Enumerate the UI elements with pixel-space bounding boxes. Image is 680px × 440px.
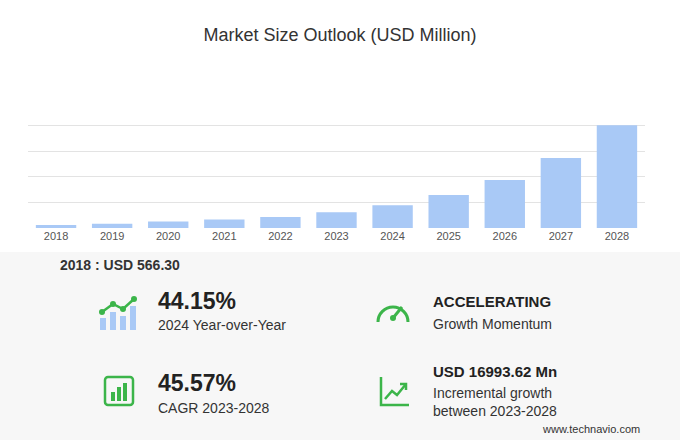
svg-text:2023: 2023 xyxy=(324,230,348,242)
html-text:USD 16993.62 Mn: USD 16993.62 Mn xyxy=(433,363,558,380)
svg-text:2020: 2020 xyxy=(156,230,180,242)
html-text:2024 Year-over-Year: 2024 Year-over-Year xyxy=(158,317,286,333)
html-text:45.57%: 45.57% xyxy=(158,370,236,396)
svg-text:2028: 2028 xyxy=(605,230,629,242)
svg-text:2024: 2024 xyxy=(380,230,404,242)
html-text:44.15%: 44.15% xyxy=(158,288,236,314)
html-text:2018 : USD 566.30: 2018 : USD 566.30 xyxy=(60,257,180,273)
html-text:Incremental growth: Incremental growth xyxy=(433,385,553,401)
svg-text:2021: 2021 xyxy=(212,230,236,242)
svg-text:2019: 2019 xyxy=(100,230,124,242)
html-text:Growth Momentum: Growth Momentum xyxy=(433,316,552,332)
svg-text:2026: 2026 xyxy=(493,230,517,242)
svg-text:2022: 2022 xyxy=(268,230,292,242)
html-text:between 2023-2028: between 2023-2028 xyxy=(433,403,557,419)
svg-text:Market Size Outlook (USD Milli: Market Size Outlook (USD Million) xyxy=(203,25,476,45)
html-text:ACCELERATING: ACCELERATING xyxy=(433,293,552,310)
svg-text:2018: 2018 xyxy=(44,230,68,242)
svg-text:2025: 2025 xyxy=(436,230,460,242)
html-text:CAGR 2023-2028: CAGR 2023-2028 xyxy=(158,400,270,416)
html-text:www.technavio.com: www.technavio.com xyxy=(543,423,641,435)
svg-text:2027: 2027 xyxy=(549,230,573,242)
